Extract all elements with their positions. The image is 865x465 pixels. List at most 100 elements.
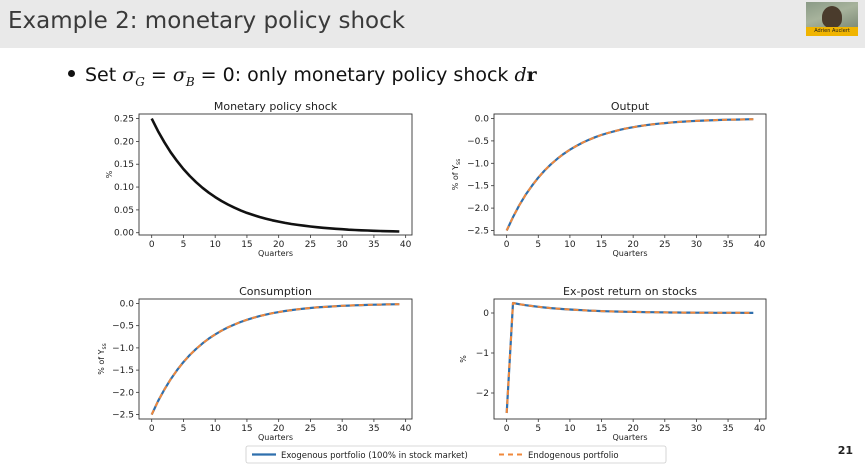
y-axis-label: % of Yss: [451, 159, 462, 191]
bullet-prefix: Set: [85, 64, 123, 86]
series-line-shock: [150, 118, 400, 233]
x-tick-label: 35: [368, 240, 379, 250]
y-tick-label: −0.5: [112, 322, 134, 332]
y-tick-label: 0.00: [114, 229, 134, 239]
y-tick-label: −1.0: [112, 344, 134, 354]
charts-figure: Monetary policy shock 0 5 10 15 20 25 30 35 40 Qua…: [97, 100, 767, 464]
x-tick-label: 40: [754, 240, 766, 250]
x-tick-label: 35: [722, 424, 733, 434]
x-tick-label: 15: [596, 240, 607, 250]
x-tick-label: 30: [336, 424, 348, 434]
x-tick-label: 20: [273, 240, 285, 250]
y-tick-label: 0.25: [114, 115, 134, 125]
x-tick-label: 5: [535, 240, 541, 250]
y-tick-label: 0.05: [114, 206, 134, 216]
x-tick-label: 5: [535, 424, 541, 434]
y-tick-label: −2.0: [467, 204, 489, 214]
y-tick-label: 0.20: [114, 137, 134, 147]
bullet-text: Set σG = σB = 0: only monetary policy sh…: [85, 64, 537, 89]
sigma-b-subscript: B: [185, 74, 195, 89]
y-tick-label: −2.0: [112, 388, 134, 398]
x-tick-label: 25: [659, 424, 670, 434]
y-tick-label: 0: [483, 309, 489, 319]
x-tick-label: 25: [659, 240, 670, 250]
y-tick-label: −0.5: [467, 137, 489, 147]
x-tick-label: 10: [564, 424, 576, 434]
y-tick-label: 0.15: [114, 160, 134, 170]
y-tick-label: −2.5: [112, 411, 134, 421]
chart-panel-3: Consumption 0 5 10 15 20 25 30 35 40 Quarters 0.0 −0…: [97, 285, 413, 442]
x-tick-label: 35: [722, 240, 733, 250]
presenter-name-label: Adrien Auclert: [806, 27, 858, 36]
x-tick-label: 0: [504, 240, 510, 250]
chart-title: Monetary policy shock: [214, 100, 338, 113]
x-tick-label: 15: [596, 424, 607, 434]
y-tick-label: −1: [476, 349, 489, 359]
plot-frame: [493, 113, 767, 236]
y-tick-label: 0.10: [114, 183, 134, 193]
x-tick-label: 20: [273, 424, 285, 434]
r-symbol: r: [526, 64, 537, 86]
x-tick-label: 30: [691, 424, 703, 434]
x-tick-label: 10: [209, 424, 221, 434]
legend-box: [245, 445, 667, 464]
x-tick-label: 25: [305, 424, 316, 434]
x-tick-label: 15: [241, 240, 252, 250]
x-tick-label: 30: [336, 240, 348, 250]
chart-panel-1: Monetary policy shock 0 5 10 15 20 25 30 35 40 Qua…: [105, 100, 413, 258]
slide-title: Example 2: monetary policy shock: [8, 8, 406, 34]
x-tick-label: 30: [691, 240, 703, 250]
x-tick-label: 0: [149, 424, 155, 434]
x-tick-label: 20: [627, 240, 639, 250]
chart-panel-4: Ex-post return on stocks 0 5 10 15 20 25 30 35 40…: [459, 285, 767, 442]
x-axis-label: Quarters: [258, 249, 293, 258]
series-line-endogenous: [150, 303, 400, 416]
x-tick-label: 40: [400, 240, 412, 250]
bullet-dot-icon: [68, 70, 75, 77]
x-tick-label: 10: [209, 240, 221, 250]
presenter-avatar: [822, 6, 842, 28]
x-tick-label: 10: [564, 240, 576, 250]
x-tick-label: 0: [149, 240, 155, 250]
y-axis-label: %: [459, 355, 468, 363]
bullet-point: Set σG = σB = 0: only monetary policy sh…: [68, 64, 537, 89]
sigma-g-symbol: σ: [122, 64, 136, 86]
plot-frame: [138, 113, 413, 236]
y-tick-label: −1.5: [112, 366, 134, 376]
sigma-b-symbol: σ: [172, 64, 186, 86]
presenter-video-thumbnail[interactable]: Adrien Auclert: [806, 2, 858, 36]
y-tick-label: −2: [476, 389, 489, 399]
plot-frame: [493, 298, 767, 420]
chart-title: Ex-post return on stocks: [563, 285, 697, 298]
chart-title: Output: [611, 100, 650, 113]
x-axis-label: Quarters: [612, 433, 647, 442]
x-tick-label: 25: [305, 240, 316, 250]
y-axis-label: %: [105, 170, 114, 178]
title-bar: Example 2: monetary policy shock Adrien …: [0, 0, 865, 48]
series-line-endogenous: [505, 302, 754, 414]
bullet-rest: = 0: only monetary policy shock: [194, 64, 515, 86]
y-axis-label: % of Yss: [97, 343, 108, 375]
page-number: 21: [837, 444, 853, 457]
equals-1: =: [144, 64, 173, 86]
x-tick-label: 40: [400, 424, 412, 434]
d-symbol: d: [514, 64, 527, 86]
x-axis-label: Quarters: [612, 249, 647, 258]
y-tick-label: −1.0: [467, 159, 489, 169]
x-axis-label: Quarters: [258, 433, 293, 442]
x-tick-label: 5: [181, 240, 187, 250]
series-line-endogenous: [505, 118, 754, 231]
x-tick-label: 0: [504, 424, 510, 434]
y-tick-label: −2.5: [467, 227, 489, 237]
y-tick-label: 0.0: [475, 114, 490, 124]
sigma-g-subscript: G: [135, 74, 145, 89]
x-tick-label: 35: [368, 424, 379, 434]
x-tick-label: 20: [627, 424, 639, 434]
y-tick-label: 0.0: [120, 299, 135, 309]
legend-label-endogenous: Endogenous portfolio: [528, 451, 619, 461]
legend-label-exogenous: Exogenous portfolio (100% in stock marke…: [281, 451, 468, 461]
chart-area: Monetary policy shock 0 5 10 15 20 25 30 35 40 Qua…: [0, 92, 865, 465]
x-tick-label: 5: [181, 424, 187, 434]
chart-panel-2: Output 0 5 10 15 20 25 30 35 40 Quarters 0.0 −0.5 −1.…: [451, 100, 767, 258]
x-tick-label: 40: [754, 424, 766, 434]
